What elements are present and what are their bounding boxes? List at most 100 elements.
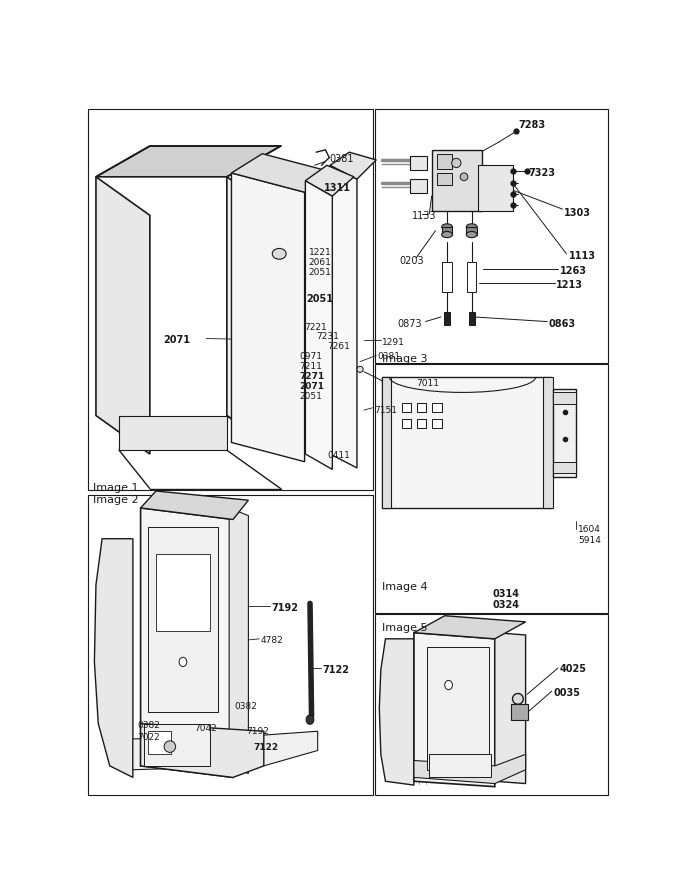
Bar [554, 392, 577, 404]
Text: Image 3: Image 3 [381, 354, 427, 364]
Bar [437, 154, 452, 169]
Text: 1213: 1213 [556, 280, 583, 290]
Polygon shape [231, 173, 305, 461]
Bar [432, 418, 442, 428]
Text: 7231: 7231 [316, 332, 339, 341]
Bar [511, 704, 528, 719]
Bar [410, 156, 427, 170]
Text: 7271: 7271 [299, 373, 324, 382]
Ellipse shape [452, 159, 461, 168]
Polygon shape [133, 731, 318, 770]
Text: 4025: 4025 [560, 664, 586, 674]
Text: 7211: 7211 [299, 362, 322, 371]
Text: 7011: 7011 [416, 378, 439, 388]
Ellipse shape [306, 715, 314, 724]
Bar [543, 377, 553, 508]
Text: 2061: 2061 [309, 258, 331, 267]
Bar [88, 495, 373, 795]
Ellipse shape [442, 224, 452, 230]
Bar [375, 109, 608, 363]
Bar [442, 227, 452, 235]
Ellipse shape [442, 231, 452, 237]
Bar [148, 731, 171, 754]
Bar [554, 389, 577, 477]
Text: 7042: 7042 [194, 724, 217, 733]
Text: 7151: 7151 [374, 406, 397, 415]
Ellipse shape [357, 366, 363, 373]
Text: 0324: 0324 [492, 599, 520, 609]
Bar [466, 227, 477, 235]
Bar [469, 312, 475, 325]
Text: 0863: 0863 [549, 318, 576, 329]
Bar [88, 109, 373, 490]
Bar [429, 754, 491, 778]
Text: 1604: 1604 [578, 525, 601, 534]
Text: 1291: 1291 [382, 338, 405, 347]
Bar [144, 724, 210, 766]
Ellipse shape [513, 694, 524, 704]
Text: 5914: 5914 [578, 537, 601, 546]
Polygon shape [96, 146, 281, 177]
Bar [427, 647, 489, 770]
Polygon shape [330, 152, 376, 179]
Polygon shape [96, 177, 150, 454]
Text: 7261: 7261 [328, 342, 351, 351]
Polygon shape [305, 181, 333, 470]
Text: 0381: 0381 [329, 154, 354, 164]
Text: 1263: 1263 [560, 266, 586, 276]
Bar [437, 173, 452, 185]
Bar [375, 614, 608, 795]
Polygon shape [414, 633, 495, 787]
Polygon shape [141, 491, 248, 520]
Bar [432, 150, 481, 211]
Bar [444, 312, 450, 325]
Text: 7192: 7192 [271, 603, 299, 614]
Polygon shape [414, 754, 526, 784]
Text: Image 2: Image 2 [93, 495, 139, 504]
Bar [417, 403, 426, 412]
Bar [478, 165, 513, 211]
Text: 7122: 7122 [322, 665, 350, 675]
Text: 1311: 1311 [324, 183, 351, 193]
Polygon shape [414, 616, 526, 639]
Text: 0035: 0035 [554, 688, 580, 698]
Text: 1113: 1113 [568, 251, 596, 261]
Text: Image 5: Image 5 [381, 624, 427, 633]
Polygon shape [305, 165, 354, 196]
Bar [443, 262, 452, 292]
Ellipse shape [466, 224, 477, 230]
Bar [148, 527, 218, 712]
Text: 1133: 1133 [412, 211, 437, 221]
Bar [402, 403, 411, 412]
Text: 0873: 0873 [397, 319, 422, 329]
Text: 2071: 2071 [299, 383, 324, 392]
Text: 1221: 1221 [309, 247, 331, 256]
Bar [402, 418, 411, 428]
Text: 0411: 0411 [327, 451, 350, 460]
Polygon shape [330, 165, 357, 468]
Text: 1303: 1303 [564, 208, 591, 218]
Ellipse shape [164, 741, 175, 753]
Bar [381, 377, 391, 508]
Text: 7283: 7283 [518, 120, 545, 130]
Polygon shape [495, 633, 526, 784]
Text: 2071: 2071 [164, 335, 190, 345]
Text: 0381: 0381 [378, 352, 401, 361]
Text: 2051: 2051 [309, 268, 331, 277]
Bar [381, 377, 551, 508]
Polygon shape [95, 538, 133, 778]
Text: 7323: 7323 [528, 168, 556, 177]
Polygon shape [379, 639, 414, 785]
Text: 0314: 0314 [492, 589, 520, 599]
Text: 0971: 0971 [299, 352, 322, 361]
Ellipse shape [460, 173, 468, 181]
Text: Image 4: Image 4 [381, 582, 427, 592]
Text: 7192: 7192 [246, 727, 269, 736]
Bar [410, 179, 427, 193]
Bar [554, 461, 577, 473]
Text: 0382: 0382 [235, 702, 258, 711]
Bar [417, 418, 426, 428]
Polygon shape [141, 724, 264, 778]
Polygon shape [227, 177, 281, 454]
Text: 4782: 4782 [260, 636, 284, 645]
